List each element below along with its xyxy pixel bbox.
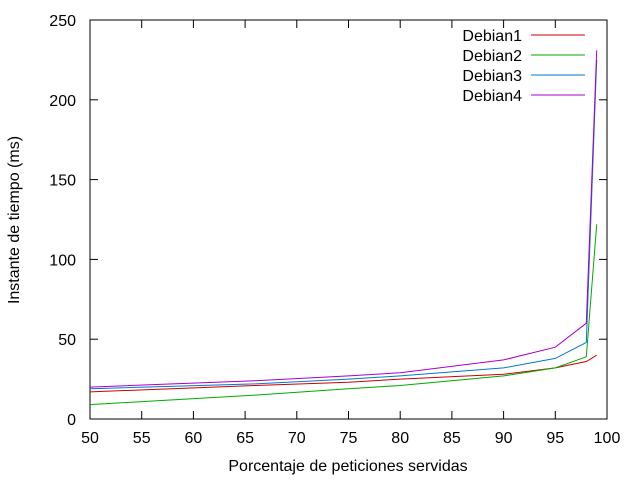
series-line-debian3 xyxy=(89,59,598,390)
y-tick-label: 250 xyxy=(49,13,76,30)
y-tick-label: 0 xyxy=(67,412,76,429)
series-line-debian2 xyxy=(89,224,598,406)
series-line-debian4 xyxy=(89,50,598,388)
legend-label: Debian1 xyxy=(462,28,522,45)
y-tick-label: 100 xyxy=(49,252,76,269)
x-tick-label: 60 xyxy=(185,430,203,447)
y-tick-label: 50 xyxy=(58,332,76,349)
y-tick-label: 200 xyxy=(49,93,76,110)
legend-label: Debian4 xyxy=(462,88,522,105)
legend: Debian1 Debian2 Debian3 Debian4 xyxy=(462,28,585,105)
x-tick-label: 90 xyxy=(495,430,513,447)
x-tick-label: 100 xyxy=(594,430,621,447)
x-tick-label: 55 xyxy=(133,430,151,447)
legend-label: Debian2 xyxy=(462,48,522,65)
y-tick-label: 150 xyxy=(49,173,76,190)
y-axis-title: Instante de tiempo (ms) xyxy=(6,136,23,304)
x-tick-label: 50 xyxy=(81,430,99,447)
x-axis-title: Porcentaje de peticiones servidas xyxy=(228,458,467,475)
x-tick-label: 65 xyxy=(236,430,254,447)
x-tick-label: 80 xyxy=(391,430,409,447)
axis-ticks: 50 55 60 65 70 75 80 85 90 95 100 0 50 100 150 200 250 xyxy=(49,13,620,447)
x-tick-label: 70 xyxy=(288,430,306,447)
series-lines xyxy=(89,50,598,406)
series-line-debian1 xyxy=(89,354,597,393)
plot-frame xyxy=(89,19,608,420)
x-tick-label: 95 xyxy=(546,430,564,447)
x-tick-label: 75 xyxy=(340,430,358,447)
legend-label: Debian3 xyxy=(462,68,522,85)
x-tick-label: 85 xyxy=(443,430,461,447)
